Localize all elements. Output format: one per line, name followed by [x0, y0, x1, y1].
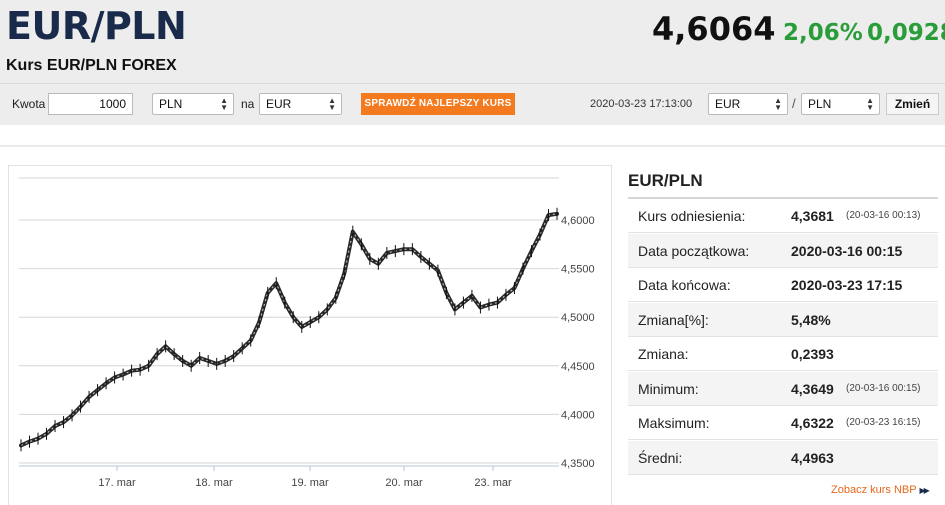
pair-to-value: PLN: [808, 97, 832, 111]
x-tick-label: 17. mar: [98, 477, 136, 489]
series-line-shadow: [19, 211, 559, 448]
pair-from-select[interactable]: EUR ▲ ▼: [708, 93, 788, 115]
amount-label: Kwota: [12, 97, 46, 111]
stat-value: 2020-03-16 00:15: [791, 242, 903, 259]
x-tick-label: 20. mar: [385, 477, 423, 489]
stat-label: Data końcowa:: [638, 277, 731, 293]
from-currency-value: PLN: [159, 97, 183, 111]
stat-label: Maksimum:: [638, 415, 710, 431]
stat-row: Data początkowa: 2020-03-16 00:15: [628, 233, 938, 268]
stat-timestamp: (20-03-16 00:15): [846, 382, 921, 394]
stats-title: EUR/PLN: [628, 171, 703, 190]
stat-row: Zmiana[%]: 5,48%: [628, 302, 938, 337]
series-line-candles: [20, 213, 558, 446]
rate-chart: 4,6000 4,5500 4,5000 4,4500 4,4000 4,3500 17. …: [8, 165, 612, 505]
chart-svg: 4,6000 4,5500 4,5000 4,4500 4,4000 4,3500 17. …: [19, 177, 595, 489]
na-label: na: [241, 97, 255, 111]
stat-label: Kurs odniesienia:: [638, 208, 746, 224]
select-arrows-icon: ▲ ▼: [328, 96, 336, 112]
x-tick-label: 23. mar: [474, 477, 512, 489]
quote-timestamp: 2020-03-23 17:13:00: [590, 98, 693, 110]
to-currency-select[interactable]: EUR ▲ ▼: [259, 93, 342, 115]
x-tick-label: 19. mar: [291, 477, 329, 489]
stat-value: 4,6322: [791, 415, 834, 431]
change-percent: 2,06%: [783, 20, 863, 46]
change-absolute: 0,0928: [867, 20, 945, 46]
stat-row: Średni: 4,4963: [628, 440, 938, 475]
change-pair-button[interactable]: Zmień: [886, 93, 939, 115]
stat-value: 0,2393: [791, 346, 834, 362]
to-currency-value: EUR: [266, 97, 292, 111]
pair-from-value: EUR: [715, 97, 741, 111]
stat-row: Kurs odniesienia: 4,3681 (20-03-16 00:13): [628, 199, 938, 233]
pair-to-select[interactable]: PLN ▲ ▼: [801, 93, 880, 115]
stat-label: Średni:: [638, 449, 683, 466]
section-divider: [0, 145, 945, 147]
from-currency-select[interactable]: PLN ▲ ▼: [152, 93, 234, 115]
select-arrows-icon: ▲ ▼: [866, 96, 874, 112]
stat-value: 4,3681: [791, 208, 834, 224]
y-tick-label: 4,5000: [561, 312, 595, 324]
quote-header: EUR/PLN Kurs EUR/PLN FOREX 4,6064 2,06% …: [0, 0, 945, 125]
stat-label: Minimum:: [638, 380, 699, 397]
stat-label: Zmiana:: [638, 346, 689, 362]
stats-title-rule: [628, 197, 938, 199]
y-tick-label: 4,6000: [561, 215, 595, 227]
header-divider: [0, 83, 945, 84]
stat-row: Zmiana: 0,2393: [628, 337, 938, 371]
amount-input[interactable]: 1000: [48, 93, 133, 115]
stat-row: Minimum: 4,3649 (20-03-16 00:15): [628, 371, 938, 406]
double-arrow-icon: ▶▶: [919, 486, 929, 495]
y-tick-label: 4,4000: [561, 409, 595, 421]
y-tick-label: 4,3500: [561, 458, 595, 470]
stat-label: Zmiana[%]:: [638, 311, 709, 328]
current-rate: 4,6064: [652, 10, 776, 48]
stat-row: Data końcowa: 2020-03-23 17:15: [628, 268, 938, 302]
stat-timestamp: (20-03-16 00:13): [846, 210, 921, 221]
pair-slash: /: [792, 96, 796, 111]
y-tick-label: 4,5500: [561, 264, 595, 276]
stat-row: Maksimum: 4,6322 (20-03-23 16:15): [628, 406, 938, 440]
select-arrows-icon: ▲ ▼: [774, 96, 782, 112]
nbp-rate-link[interactable]: Zobacz kurs NBP ▶▶: [831, 484, 930, 496]
pair-subtitle: Kurs EUR/PLN FOREX: [6, 57, 177, 74]
stat-value: 5,48%: [791, 311, 831, 328]
nbp-link-label: Zobacz kurs NBP: [831, 484, 917, 496]
stat-timestamp: (20-03-23 16:15): [846, 417, 921, 428]
stat-value: 4,3649: [791, 380, 834, 397]
stat-value: 4,4963: [791, 449, 834, 466]
select-arrows-icon: ▲ ▼: [220, 96, 228, 112]
stat-label: Data początkowa:: [638, 242, 750, 259]
y-tick-label: 4,4500: [561, 361, 595, 373]
x-tick-label: 18. mar: [195, 477, 233, 489]
stat-value: 2020-03-23 17:15: [791, 277, 903, 293]
check-best-rate-button[interactable]: SPRAWDŹ NAJLEPSZY KURS: [361, 93, 515, 115]
pair-title: EUR/PLN: [6, 4, 187, 48]
